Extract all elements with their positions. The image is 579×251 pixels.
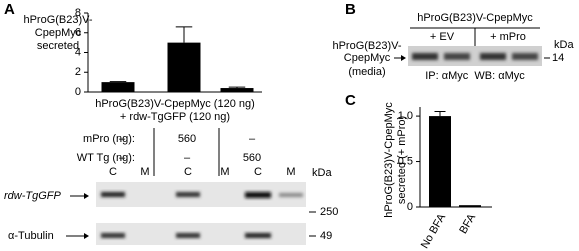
panel-label: C bbox=[345, 92, 356, 109]
condition-label: WT Tg (ng): bbox=[77, 152, 135, 164]
lane-label: M bbox=[220, 166, 229, 178]
marker: 14 bbox=[552, 52, 564, 64]
marker: 49 bbox=[320, 230, 332, 242]
y-tick-label: 0 bbox=[407, 201, 413, 213]
y-tick-label: 8 bbox=[75, 7, 81, 19]
blot bbox=[96, 182, 306, 207]
error-bar bbox=[175, 26, 193, 43]
condition-cell: – bbox=[184, 152, 191, 164]
condition-label: mPro (ng): bbox=[83, 133, 135, 145]
marker: 250 bbox=[320, 206, 338, 218]
y-axis-label: hProG(B23)V- bbox=[23, 14, 92, 26]
group-label: + mPro bbox=[490, 31, 526, 43]
blot-footer: IP: αMyc WB: αMyc bbox=[425, 70, 525, 82]
x-axis-label: hProG(B23)V-CpepMyc (120 ng) bbox=[95, 98, 255, 110]
bands bbox=[412, 53, 538, 60]
condition-cell: – bbox=[119, 152, 126, 164]
y-axis-label: secreted bbox=[37, 40, 79, 52]
lane-label: M bbox=[140, 166, 149, 178]
lane-label: C bbox=[184, 166, 192, 178]
row-label: (media) bbox=[348, 66, 385, 78]
condition-cell: – bbox=[249, 133, 256, 145]
condition-cell: 560 bbox=[243, 152, 261, 164]
y-tick-label: 0.5 bbox=[398, 155, 413, 167]
arrow bbox=[84, 193, 89, 199]
bar bbox=[167, 42, 201, 92]
arrow bbox=[84, 233, 89, 239]
blot bbox=[408, 46, 542, 66]
y-axis-label: hProG(B23)V-CpepMyc bbox=[383, 102, 395, 218]
unit: kDa bbox=[554, 39, 574, 51]
y-axis-label: secreted (+ mPro) bbox=[396, 116, 408, 204]
bar bbox=[459, 205, 481, 207]
row-label: hProG(B23)V- bbox=[332, 40, 401, 52]
y-axis-label: CpepMyc bbox=[35, 27, 82, 39]
group-label: + EV bbox=[430, 31, 455, 43]
x-axis-label: + rdw-TgGFP (120 ng) bbox=[120, 111, 230, 123]
row-label: CpepMyc bbox=[344, 52, 391, 64]
lane-label: C bbox=[109, 166, 117, 178]
panel-label: B bbox=[345, 1, 356, 18]
bar bbox=[101, 82, 135, 92]
condition-cell: – bbox=[119, 133, 126, 145]
y-tick-label: 1.0 bbox=[398, 110, 413, 122]
bands bbox=[101, 192, 303, 198]
blot-title: hProG(B23)V-CpepMyc bbox=[417, 12, 533, 24]
condition-cell: 560 bbox=[178, 133, 196, 145]
y-tick-label: 6 bbox=[75, 27, 81, 39]
error-bar bbox=[434, 111, 446, 117]
blot bbox=[96, 223, 306, 245]
lane-label: C bbox=[254, 166, 262, 178]
panel-label: A bbox=[4, 1, 15, 18]
bar bbox=[429, 116, 451, 207]
unit: kDa bbox=[312, 167, 332, 179]
row-label: rdw-TgGFP bbox=[4, 190, 62, 202]
error-bar bbox=[228, 86, 246, 89]
lane-label: M bbox=[286, 166, 295, 178]
arrow bbox=[401, 55, 406, 61]
bands bbox=[101, 233, 271, 238]
bar bbox=[220, 88, 254, 92]
y-tick-label: 2 bbox=[75, 66, 81, 78]
y-tick-label: 4 bbox=[75, 46, 81, 58]
row-label: α-Tubulin bbox=[8, 230, 54, 242]
x-tick-label: No BFA bbox=[419, 211, 449, 250]
x-tick-label: BFA bbox=[457, 211, 478, 236]
y-tick-label: 0 bbox=[75, 86, 81, 98]
